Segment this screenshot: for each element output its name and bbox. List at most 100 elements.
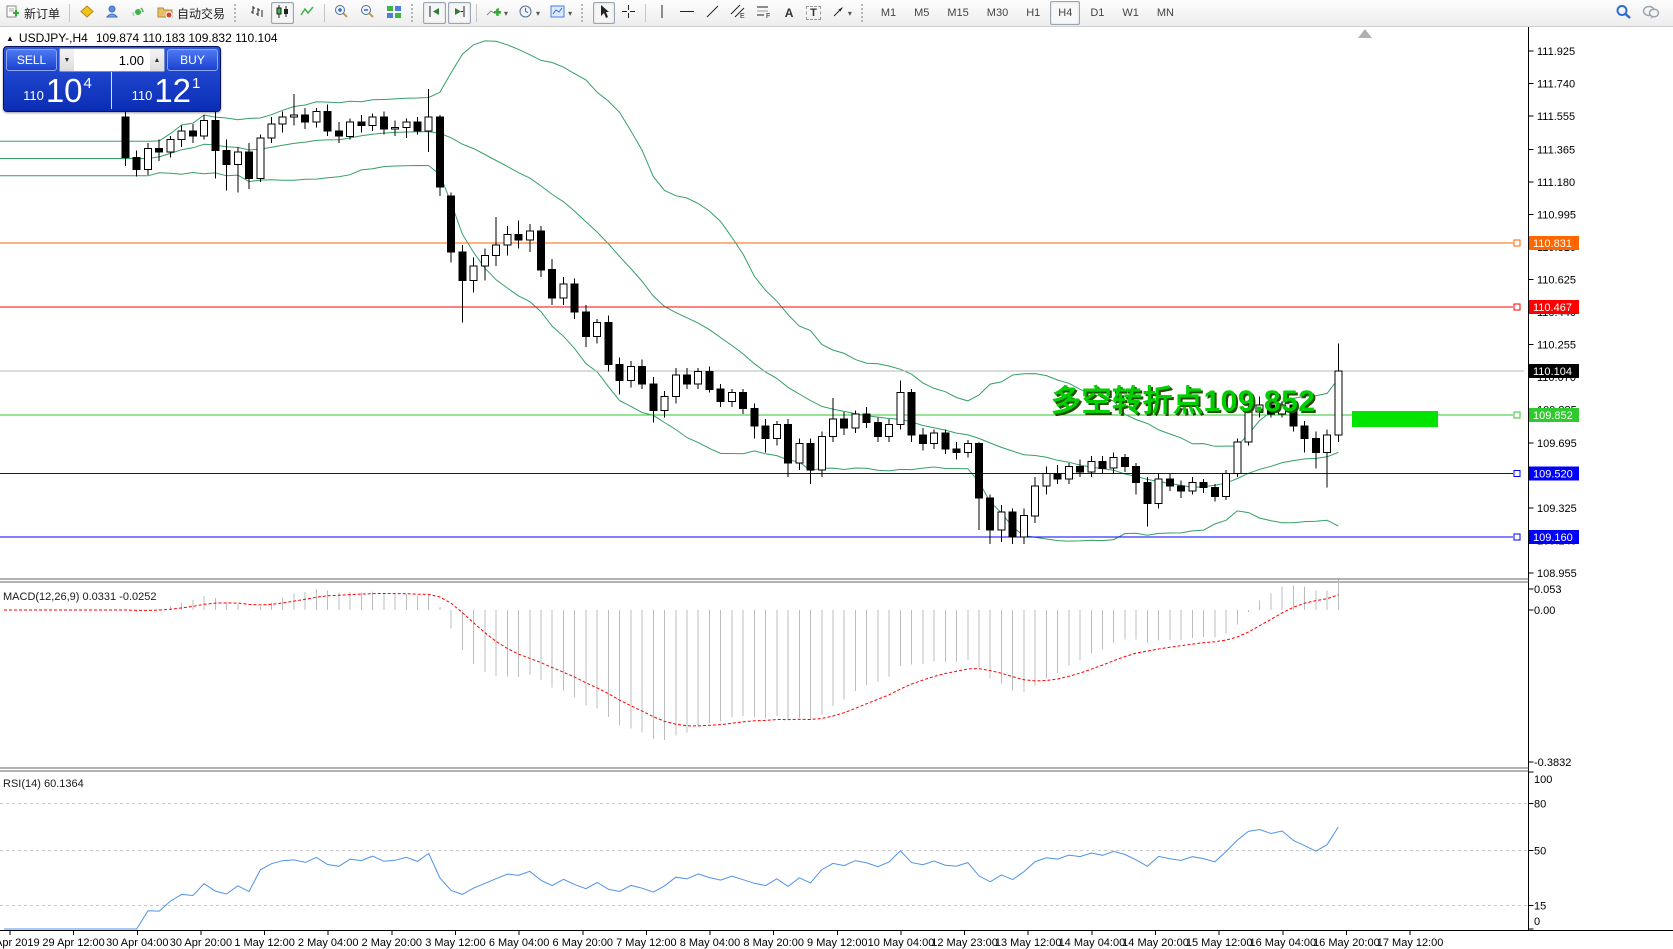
candle-body (525, 230, 534, 241)
autotrading-button[interactable]: 自动交易 (153, 2, 229, 24)
line-chart-button[interactable] (296, 2, 319, 24)
time-axis-label: 13 May 12:00 (995, 937, 1062, 949)
candle-body (143, 148, 152, 171)
timeframe-button-M15[interactable]: M15 (947, 7, 969, 19)
candle-body (840, 418, 849, 429)
search-button[interactable] (1611, 2, 1636, 24)
candle-body (188, 130, 197, 137)
candle-body (795, 443, 804, 464)
tile-windows-icon (386, 4, 402, 22)
buy-price-button[interactable]: 110 12 1 (112, 72, 220, 109)
fibonacci-button[interactable]: F (752, 2, 776, 24)
rsi-axis-label: 0 (1534, 916, 1540, 928)
buy-button[interactable]: BUY (167, 49, 218, 71)
line-chart-icon (300, 4, 315, 22)
panel-collapse-arrow[interactable]: ▲ (6, 34, 14, 43)
arrows-icon (831, 4, 846, 22)
vertical-line-button[interactable] (651, 2, 673, 24)
price-tick-label: 111.180 (1537, 177, 1575, 189)
highlight-rectangle[interactable] (1352, 411, 1438, 427)
candle-body (458, 251, 467, 281)
candle-body (761, 425, 770, 439)
candle-body (267, 123, 276, 139)
chart-shift-button[interactable] (423, 2, 447, 24)
candle-body (1154, 478, 1163, 504)
chat-button[interactable] (1638, 2, 1664, 24)
channel-letter: E (740, 13, 745, 19)
zoom-in-button[interactable] (330, 2, 354, 24)
chart-shift-icon (427, 4, 442, 22)
timeframe-button-W1[interactable]: W1 (1122, 7, 1139, 19)
tile-windows-button[interactable] (382, 2, 406, 24)
text-label-button[interactable]: T (802, 2, 825, 24)
candle-body (514, 234, 523, 241)
horizontal-line-button[interactable] (675, 2, 699, 24)
candle-body (581, 311, 590, 337)
price-axis[interactable]: 111.925 111.740 111.555 111.365 111.180 110.9… (1528, 27, 1580, 930)
candle-body (391, 126, 400, 130)
candle-body (559, 283, 568, 299)
new-order-button[interactable]: 新订单 (1, 2, 64, 24)
candle-body (963, 443, 972, 454)
volume-decrease-button[interactable]: ▼ (60, 49, 74, 71)
toolbar-grip[interactable] (860, 4, 868, 22)
chat-icon (1642, 4, 1660, 23)
candle-body (469, 265, 478, 281)
crosshair-button[interactable] (617, 2, 640, 24)
zoom-out-button[interactable] (356, 2, 380, 24)
level-line-handle (1513, 411, 1521, 419)
level-lines[interactable] (0, 239, 1524, 541)
trade-panel-quotes: 110 10 4 110 12 1 (4, 72, 220, 109)
market-watch-button[interactable] (75, 2, 99, 24)
price-level-label (1529, 466, 1579, 481)
autotrading-icon (157, 4, 173, 22)
timeframe-button-MN[interactable]: MN (1156, 7, 1174, 19)
trendline-button[interactable] (701, 2, 724, 24)
equidistant-channel-button[interactable]: E (726, 2, 750, 24)
candle-body (570, 283, 579, 313)
timeframe-button-H1[interactable]: H1 (1026, 7, 1041, 19)
toolbar-grip[interactable] (411, 4, 418, 22)
zoom-out-icon (360, 4, 376, 22)
dropdown-caret: ▾ (536, 8, 541, 18)
profiles-button[interactable] (101, 2, 125, 24)
chart-annotation-text[interactable]: 多空转折点109.852 (1051, 385, 1316, 418)
price-level-label (1529, 236, 1579, 251)
templates-button[interactable]: ▾ (546, 2, 576, 24)
auto-scroll-button[interactable] (448, 2, 472, 24)
timeframe-button-M30[interactable]: M30 (986, 7, 1009, 19)
toolbar-grip[interactable] (581, 4, 588, 22)
timeframe-button-M5[interactable]: M5 (914, 7, 930, 19)
macd-axis-label: 0.00 (1534, 605, 1555, 617)
price-tick-label: 110.995 (1537, 209, 1576, 221)
rsi-line (4, 826, 1339, 930)
cursor-button[interactable] (593, 2, 616, 24)
timeframe-button-H4[interactable]: H4 (1050, 1, 1081, 25)
sell-button[interactable]: SELL (6, 49, 57, 71)
candle-body (1311, 437, 1320, 453)
candle-body (1266, 404, 1275, 415)
bar-chart-button[interactable] (246, 2, 269, 24)
arrows-button[interactable]: ▾ (827, 2, 856, 24)
volume-input[interactable] (74, 50, 150, 70)
candlestick-chart-button[interactable] (271, 2, 295, 24)
periods-button[interactable]: ▾ (514, 2, 544, 24)
search-icon (1615, 4, 1632, 23)
chart-canvas[interactable]: 111.925 111.740 111.555 111.365 111.180 110.9… (0, 27, 1673, 949)
candle-body (1244, 411, 1253, 443)
volume-increase-button[interactable]: ▲ (150, 49, 164, 71)
candle-body (896, 392, 905, 425)
candle-body (233, 151, 242, 165)
bar-chart-icon (250, 4, 265, 22)
candle-body (851, 413, 860, 429)
text-button[interactable]: A (778, 2, 800, 24)
timeframe-button-M1[interactable]: M1 (880, 7, 897, 19)
volume-stepper: ▼ ▲ (59, 48, 165, 72)
sell-price-button[interactable]: 110 10 4 (4, 72, 112, 109)
signals-button[interactable] (127, 2, 151, 24)
toolbar-grip[interactable] (234, 4, 241, 22)
indicators-button[interactable]: ▾ (482, 2, 512, 24)
timeframe-button-D1[interactable]: D1 (1090, 7, 1105, 19)
rsi-axis-label: 50 (1534, 846, 1546, 858)
